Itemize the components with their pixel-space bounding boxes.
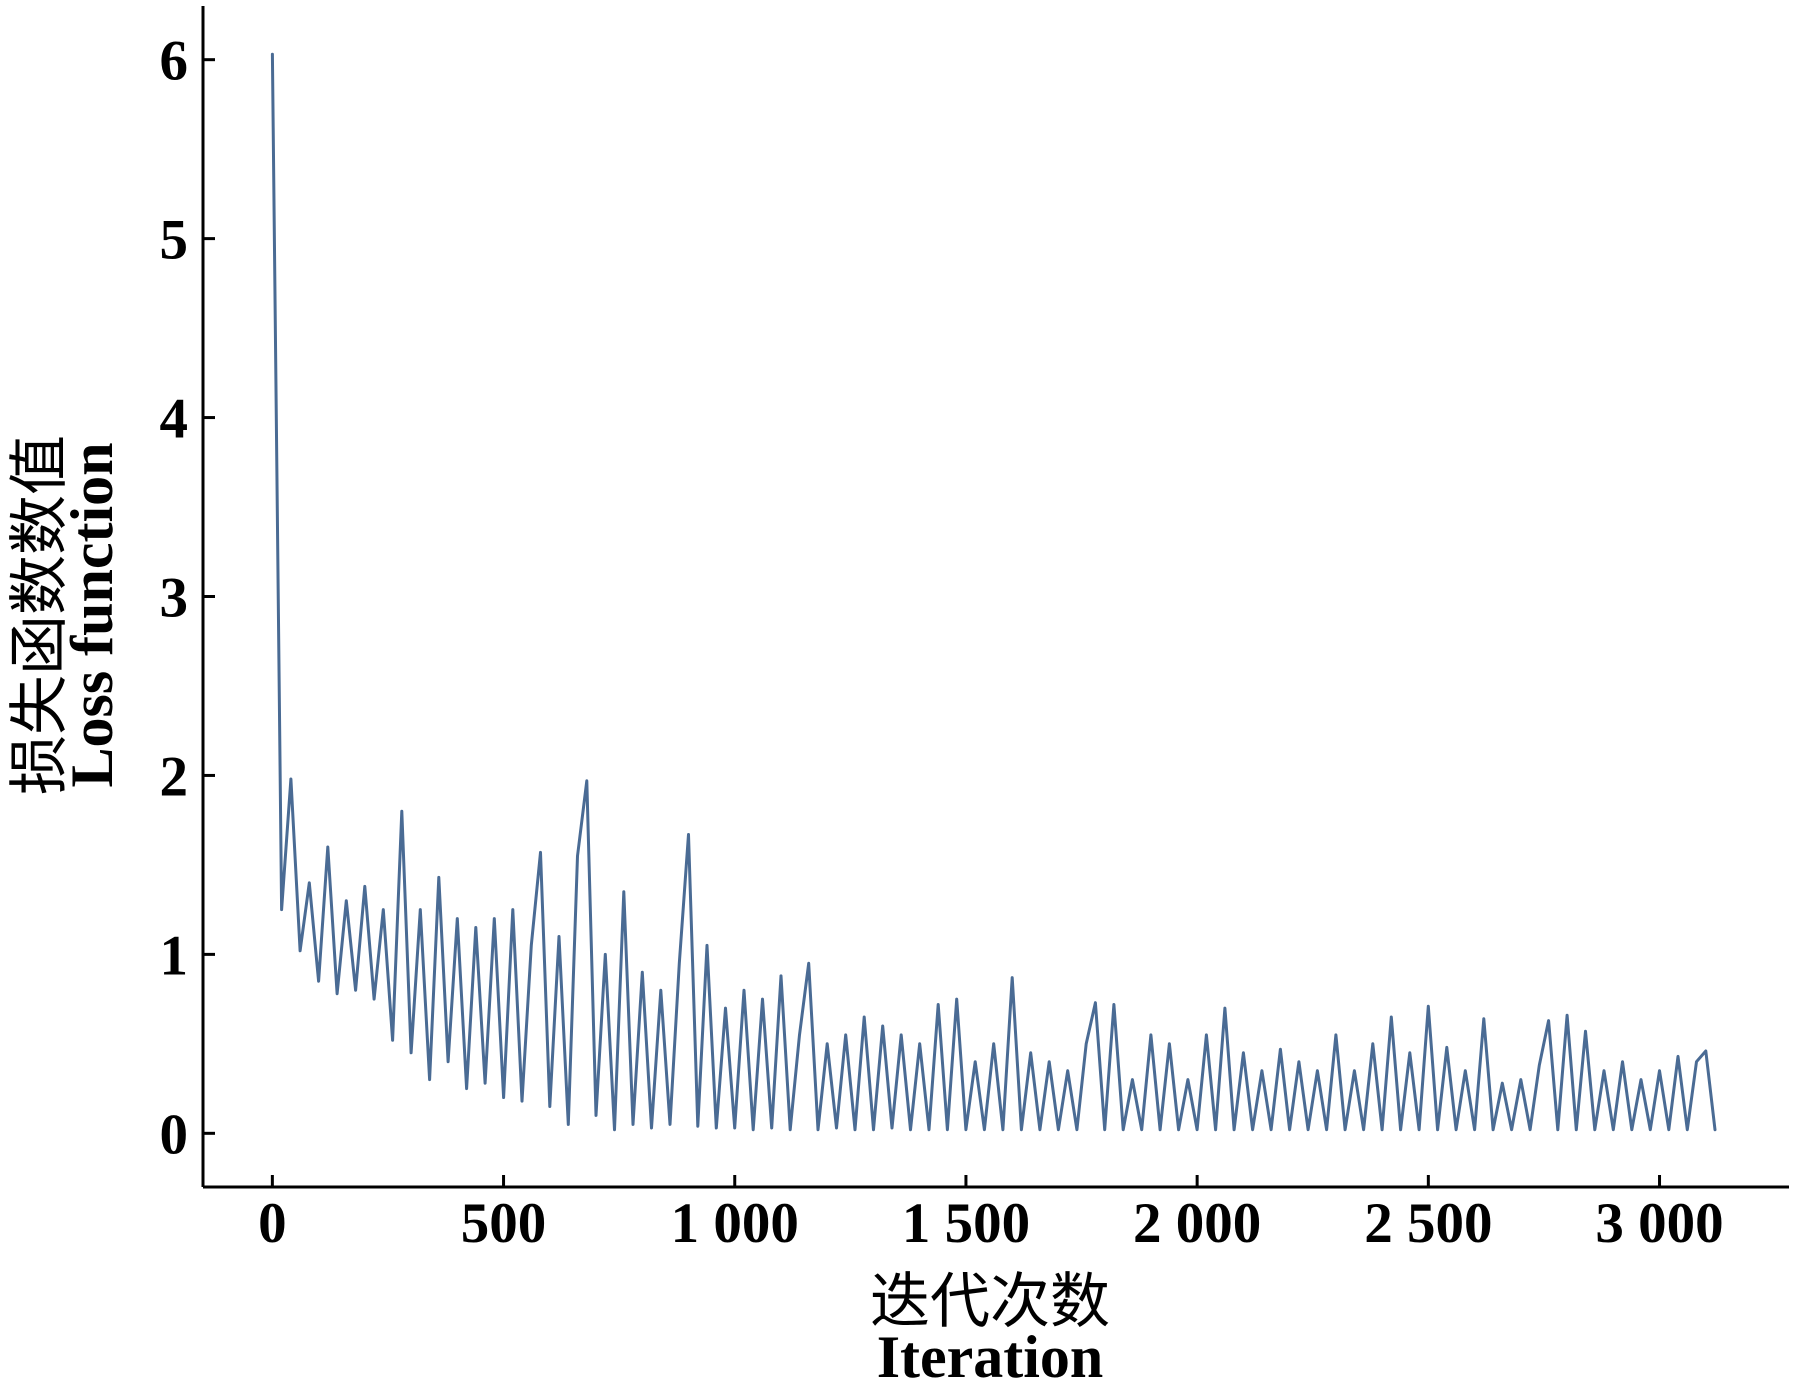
x-tick-label: 1 000	[671, 1192, 799, 1255]
y-axis-label-english: Loss function	[59, 442, 125, 787]
x-tick-label: 2 000	[1133, 1192, 1261, 1255]
x-tick-label: 2 500	[1364, 1192, 1492, 1255]
y-tick-label: 5	[160, 209, 189, 272]
x-tick-label: 3 000	[1595, 1192, 1723, 1255]
loss-series-line	[270, 52, 1717, 1132]
y-axis-ticks: 0 1 2 3 4 5 6	[160, 30, 215, 1166]
x-axis-ticks: 0 500 1 000 1 500 2 000 2 500 3 000	[258, 1175, 1724, 1255]
x-tick-label: 500	[461, 1192, 547, 1255]
y-axis-label-chinese: 损失函数数值	[5, 435, 75, 795]
y-tick-label: 4	[160, 388, 189, 451]
y-tick-label: 3	[160, 567, 189, 630]
y-tick-label: 2	[160, 745, 189, 808]
x-axis-label-chinese: 迭代次数	[870, 1267, 1110, 1337]
x-axis-label-english: Iteration	[877, 1324, 1104, 1387]
y-tick-label: 6	[160, 30, 189, 93]
y-tick-label: 0	[160, 1103, 189, 1166]
x-tick-label: 0	[258, 1192, 287, 1255]
x-tick-label: 1 500	[902, 1192, 1030, 1255]
y-tick-label: 1	[160, 924, 189, 987]
